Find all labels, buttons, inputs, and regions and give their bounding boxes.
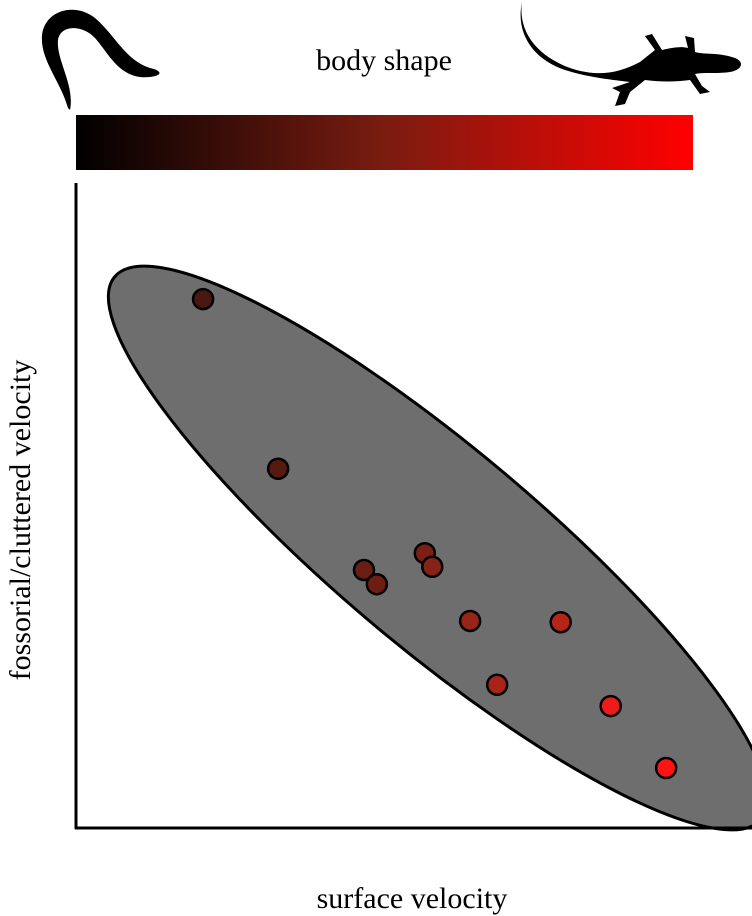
point [654,756,678,780]
y-axis-label: fossorial/cluttered velocity [4,360,37,681]
point [599,694,622,718]
x-axis-label: surface velocity [317,882,508,915]
snake-icon [41,9,160,111]
point [421,555,444,579]
point [352,558,376,582]
chart-title: body shape [316,44,452,77]
point [549,610,572,634]
lizard-icon [520,2,742,106]
point [266,457,290,480]
point [191,287,215,311]
point [365,572,389,596]
point [485,673,509,697]
confidence-ellipse [106,264,752,832]
color-bar [76,115,693,170]
point [458,609,482,633]
